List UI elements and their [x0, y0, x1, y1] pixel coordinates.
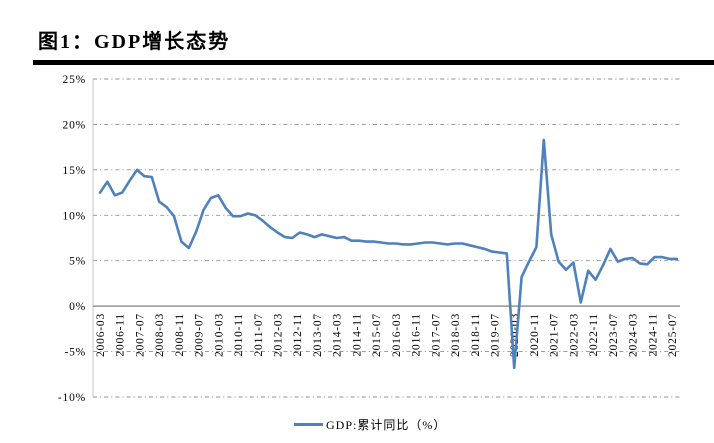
x-axis-tick-label: 2014-11 — [351, 313, 363, 357]
x-axis-tick-label: 2006-11 — [115, 313, 127, 357]
x-axis-tick-label: 2010-03 — [213, 313, 225, 357]
x-axis-tick-label: 2020-11 — [529, 313, 541, 357]
y-axis-tick-label: 0% — [69, 301, 86, 313]
y-axis-tick-label: 20% — [63, 119, 86, 131]
y-axis-tick-label: 15% — [63, 165, 86, 177]
x-axis-tick-label: 2006-03 — [95, 313, 107, 357]
x-axis-tick-label: 2009-07 — [194, 313, 206, 357]
title-divider-rule — [33, 60, 714, 65]
x-axis-tick-label: 2018-03 — [450, 313, 462, 357]
x-axis-tick-label: 2018-11 — [470, 313, 482, 357]
x-axis-tick-label: 2012-11 — [292, 313, 304, 357]
x-axis-tick-label: 2012-03 — [273, 313, 285, 357]
x-axis-tick-label: 2015-07 — [371, 313, 383, 357]
x-axis-tick-label: 2024-11 — [647, 313, 659, 357]
figure-title: 图1：GDP增长态势 — [38, 31, 231, 53]
x-axis-tick-label: 2021-07 — [549, 313, 561, 357]
x-axis-tick-label: 2008-11 — [174, 313, 186, 357]
x-axis-tick-label: 2013-07 — [312, 313, 324, 357]
x-axis-tick-label: 2007-07 — [134, 313, 146, 357]
legend-label: GDP:累计同比（%） — [326, 418, 447, 432]
x-axis-tick-label: 2016-03 — [391, 313, 403, 357]
legend-line-sample-icon — [294, 423, 323, 426]
x-axis-tick-label: 2011-07 — [253, 313, 265, 357]
x-axis-tick-label: 2022-11 — [588, 313, 600, 357]
x-axis-tick-label: 2008-03 — [154, 313, 166, 357]
y-axis-tick-label: -5% — [64, 347, 86, 359]
x-axis-tick-label: 2014-03 — [332, 313, 344, 357]
y-axis-tick-label: 25% — [63, 74, 86, 86]
legend: GDP:累计同比（%） — [294, 416, 446, 433]
x-axis-tick-label: 2024-03 — [628, 313, 640, 357]
y-axis-tick-label: 10% — [63, 210, 86, 222]
x-axis-tick-label: 2025-07 — [667, 313, 679, 357]
x-axis-tick-label: 2022-03 — [568, 313, 580, 357]
x-axis-tick-label: 2019-07 — [489, 313, 501, 357]
gdp-series-line — [98, 138, 679, 370]
x-axis-tick-label: 2016-11 — [411, 313, 423, 357]
x-axis-tick-label: 2023-07 — [608, 313, 620, 357]
x-axis-tick-label: 2010-11 — [233, 313, 245, 357]
y-axis-tick-label: 5% — [69, 256, 86, 268]
x-axis-tick-label: 2017-07 — [430, 313, 442, 357]
y-axis-tick-label: -10% — [58, 392, 86, 404]
